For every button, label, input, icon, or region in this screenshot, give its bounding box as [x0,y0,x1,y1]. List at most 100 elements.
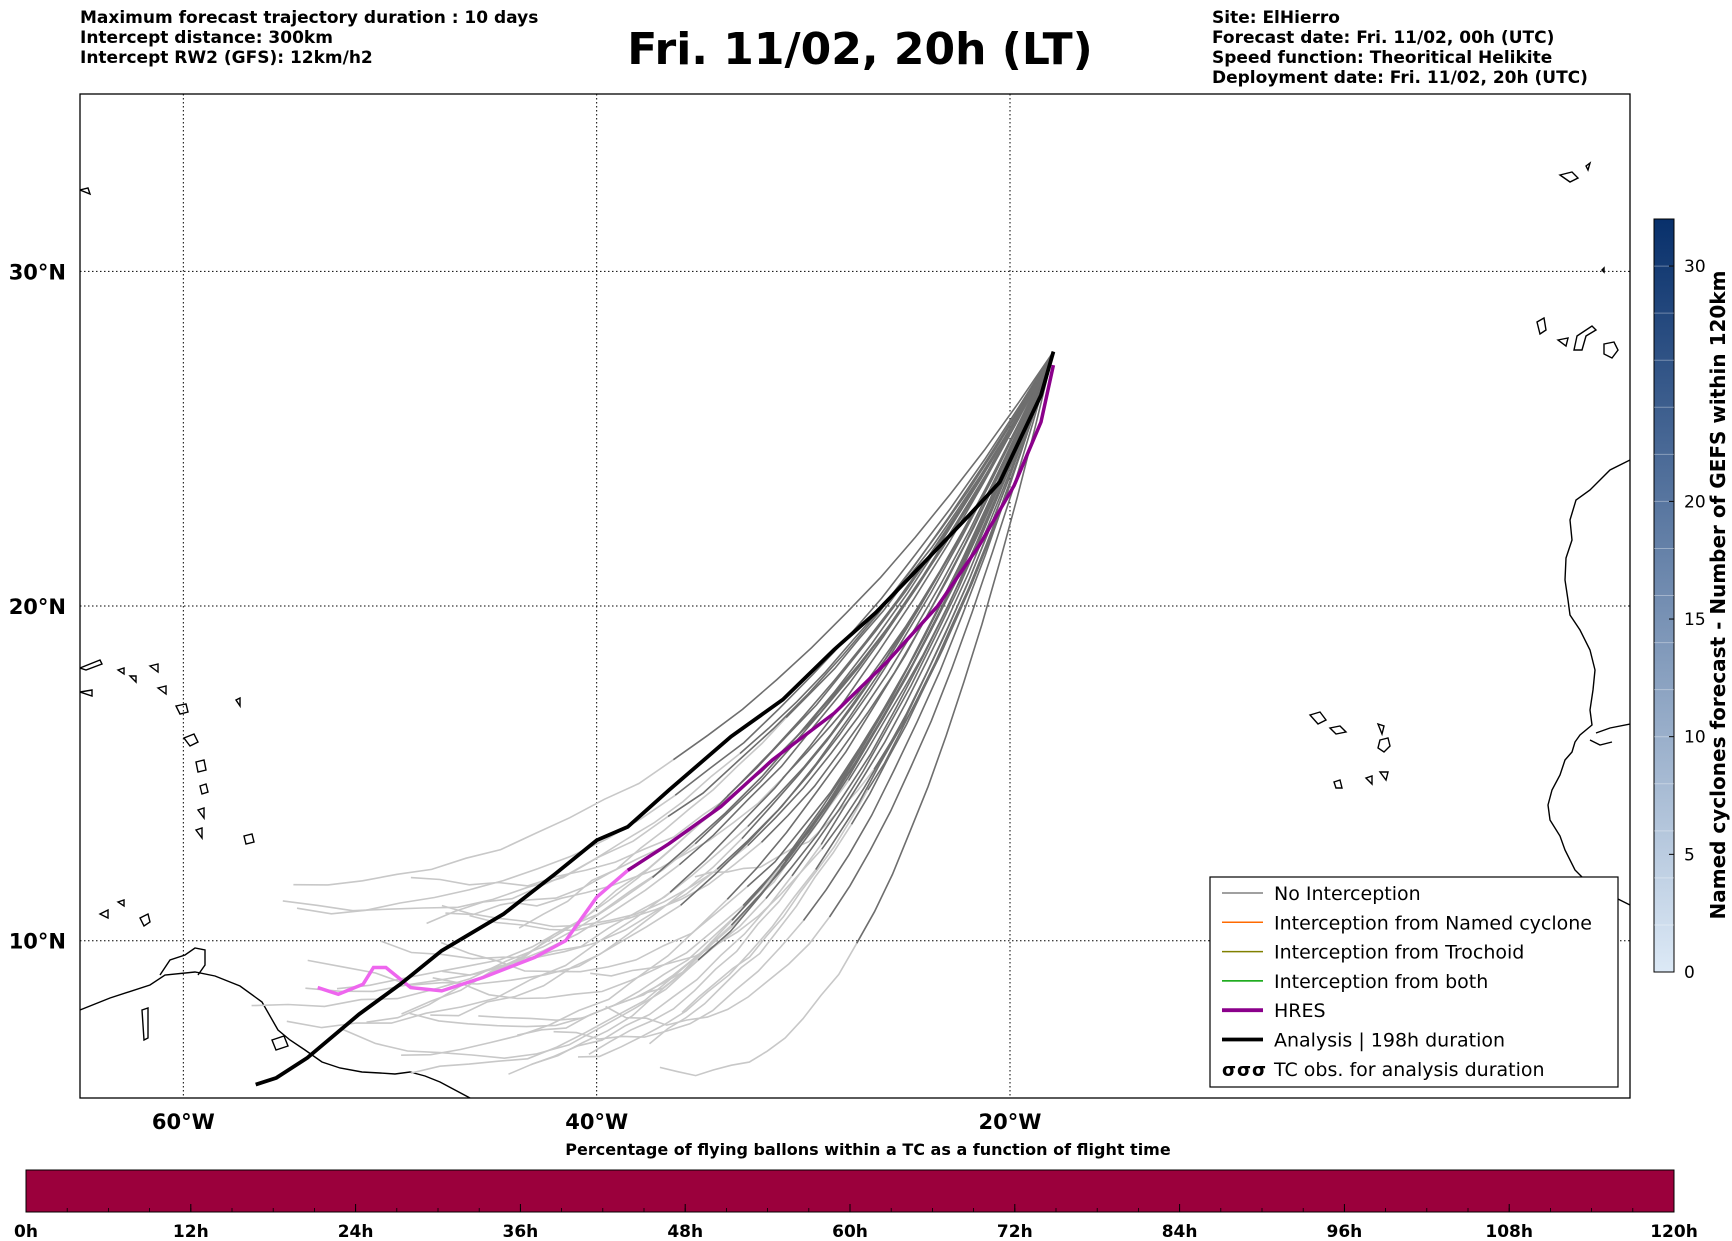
flight-time-bar-title: Percentage of flying ballons within a TC… [565,1140,1171,1159]
ensemble-track-far [296,794,676,915]
coastline [182,733,199,747]
ensemble-track-far [577,869,817,1058]
coastline [98,908,109,920]
ensemble-track-far [286,891,671,1029]
ensemble-track-far [410,919,733,1074]
coastline [80,187,92,196]
legend-box [1209,876,1619,1088]
ensemble-track-far [681,789,869,1014]
coastline [116,899,125,908]
coastline [156,685,167,696]
header-left-line: Maximum forecast trajectory duration : 1… [80,8,539,28]
legend-label: Interception from Named cyclone [1274,912,1592,934]
latitude-labels: 30°N 20°N 10°N [9,260,66,953]
lon-label: 20°W [979,1110,1042,1134]
coastline [1585,161,1592,172]
ensemble-track-near [672,351,1055,761]
ensemble-track-near [741,351,1055,840]
ensemble-track-far [426,752,741,925]
legend-label: Interception from both [1274,971,1488,993]
hres-track-tail [317,869,629,997]
coastline [159,947,206,976]
coastline [80,659,103,671]
coastline [1328,725,1348,735]
coastline [148,663,159,674]
ensemble-track-far [440,885,748,973]
ensemble-track-far [282,815,669,912]
colorbar-tick-label: 15 [1684,610,1706,630]
ensemble-track-far [512,777,784,907]
ensemble-track-far [342,959,699,1060]
coastline [80,689,93,697]
coastline [80,971,471,1098]
flight-time-tick-label: 96h [1327,1222,1363,1241]
ensemble-track-far [588,844,822,1055]
header-left-line: Intercept RW2 (GFS): 12km/h2 [80,48,373,68]
coastline [1558,171,1580,183]
ensemble-track-near [747,351,1055,847]
tc-obs-symbol-icon: σ [1237,1060,1251,1081]
ensemble-track-far [410,794,733,887]
ensemble-track-far [605,916,831,1026]
ensemble-track-near [820,351,1055,845]
coastline [141,1007,149,1042]
flight-time-bar-ticks: 0h 12h 24h 36h 48h 60h 72h 84h 96h 108h 120h [14,1204,1698,1241]
ensemble-track-far [366,813,711,1023]
coastline [1603,341,1619,359]
lon-label: 60°W [152,1110,215,1134]
map-gridlines [80,94,1630,1098]
header-right-line: Speed function: Theoritical Helikite [1212,48,1553,68]
map-frame [79,93,1631,1099]
lat-label: 20°N [9,595,66,619]
ensemble-track-far [293,759,674,886]
coastline [128,675,137,684]
colorbar-cyclones-fill [1653,218,1675,973]
ensemble-track-far [469,841,763,932]
flight-time-tick-label: 84h [1162,1222,1198,1241]
flight-time-bar: Percentage of flying ballons within a TC… [14,1140,1698,1241]
longitude-labels: 60°W 40°W 20°W [152,1110,1042,1134]
ensemble-track-near [760,351,1055,843]
coastline [1547,459,1630,906]
ensemble-track-far [659,942,858,1077]
tc-obs-symbol-icon: σ [1222,1060,1236,1081]
header-left: Maximum forecast trajectory duration : 1… [80,8,538,68]
ensemble-track-far [441,844,749,928]
header-right-line: Forecast date: Fri. 11/02, 00h (UTC) [1212,28,1555,48]
ensemble-track-near [669,351,1055,893]
flight-time-tick-label: 48h [667,1222,703,1241]
legend-label: Analysis | 198h duration [1274,1030,1505,1052]
coastline [139,912,151,928]
coastline [1556,337,1569,348]
ensemble-track-near [674,351,1055,796]
header-right-line: Deployment date: Fri. 11/02, 20h (UTC) [1212,68,1588,88]
hres-track [626,364,1056,872]
legend-label: TC obs. for analysis duration [1273,1059,1545,1081]
colorbar-cyclones: 0 5 10 15 20 30 Named cyclones forecast - Num… [1653,218,1730,983]
coastline [1377,737,1391,753]
coastline [1333,779,1343,789]
coastline [243,833,255,845]
ensemble-track-far [401,898,728,1056]
coastline [1308,711,1328,725]
ensemble-track-near [667,351,1055,818]
legend-label: Interception from Trochoid [1274,942,1524,964]
trajectories [251,351,1056,1087]
ensemble-track-near [856,351,1055,944]
lat-label: 30°N [9,260,66,284]
coastline [234,696,241,709]
header-right: Site: ElHierro Forecast date: Fri. 11/02… [1212,8,1588,88]
coastline [194,827,203,841]
colorbar-tick-label: 10 [1684,728,1706,748]
flight-time-tick-label: 108h [1485,1222,1533,1241]
ensemble-track-far [442,825,749,976]
header-left-line: Intercept distance: 300km [80,28,333,48]
colorbar-tick-label: 30 [1684,257,1706,277]
ensemble-track-far [336,843,696,990]
coastline [196,807,205,821]
coastline [1536,316,1547,336]
coastlines [80,161,1630,1098]
colorbar-tick-label: 5 [1684,845,1695,865]
header-right-line: Site: ElHierro [1212,8,1340,28]
